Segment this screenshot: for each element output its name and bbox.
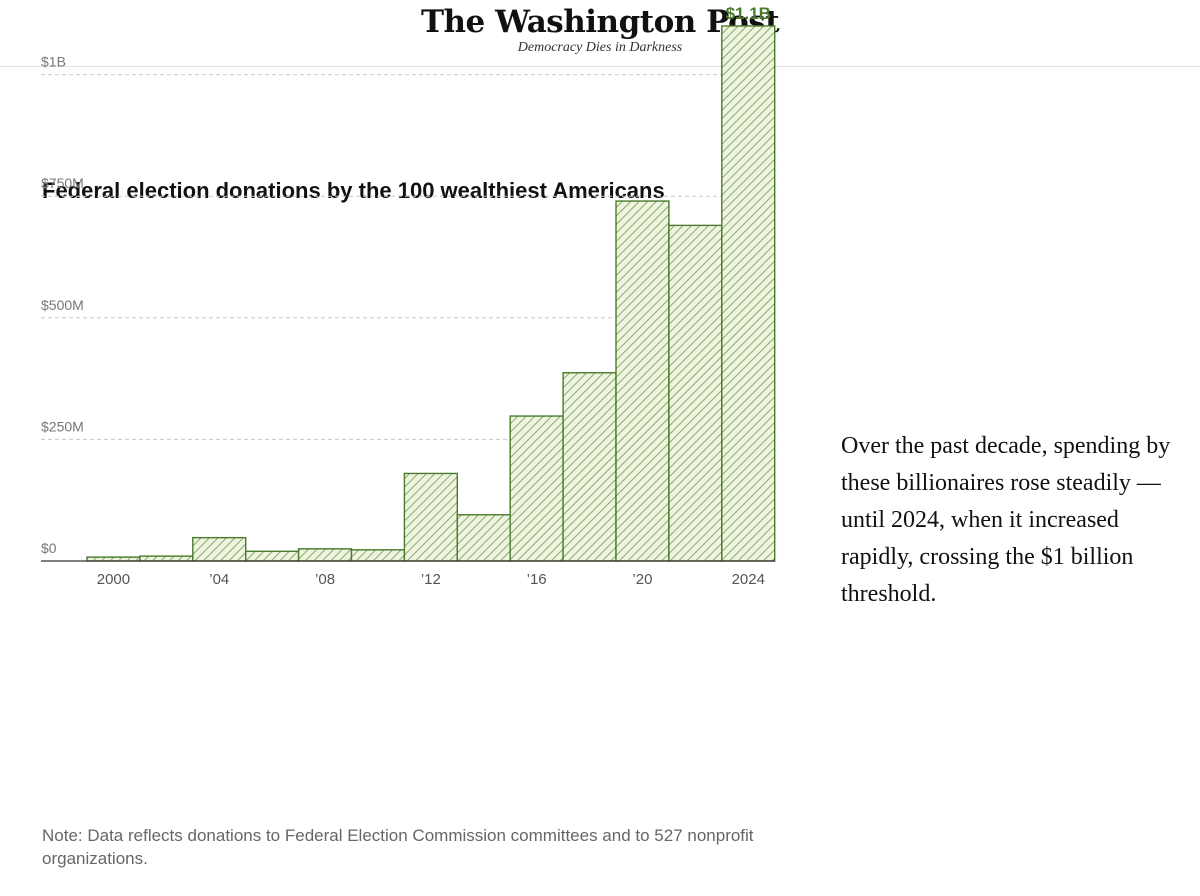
- bar: [456, 514, 511, 562]
- x-tick-label: 2000: [97, 571, 130, 588]
- x-tick-label: ’20: [632, 571, 652, 588]
- x-tick-label: 2024: [732, 571, 765, 588]
- bar: [721, 25, 776, 562]
- masthead: The Washington Post Democracy Dies in Da…: [0, 0, 1200, 67]
- x-tick-label: ’04: [209, 571, 229, 588]
- y-tick-label: $750M: [41, 175, 84, 191]
- chart-annotation: Over the past decade, spending by these …: [841, 433, 1171, 607]
- y-tick-label: $500M: [41, 297, 84, 313]
- bar-value-label: $1.1B: [726, 4, 771, 23]
- bar: [509, 415, 564, 562]
- y-tick-label: $250M: [41, 418, 84, 434]
- y-tick-label: $1B: [41, 54, 66, 70]
- chart-note: Note: Data reflects donations to Federal…: [42, 826, 754, 868]
- bar: [350, 549, 406, 562]
- bar: [139, 555, 194, 562]
- bar: [403, 472, 458, 562]
- bar: [244, 550, 300, 562]
- bar: [562, 372, 617, 562]
- bar: [615, 200, 670, 562]
- x-tick-label: ’16: [527, 571, 547, 588]
- masthead-tagline: Democracy Dies in Darkness: [517, 40, 683, 55]
- washington-post-logo[interactable]: The Washington Post: [420, 4, 780, 40]
- bar: [192, 536, 247, 562]
- x-tick-label: ’08: [315, 571, 335, 588]
- bar: [668, 224, 723, 562]
- bar: [297, 548, 353, 562]
- x-tick-label: ’12: [421, 571, 441, 588]
- y-tick-label: $0: [41, 540, 57, 556]
- bar-chart: $0 $250M $500M $750M $1B 2000 ’04 ’08 ’12 ’16 ’20…: [41, 4, 776, 588]
- chart-title: Federal election donations by the 100 we…: [42, 178, 665, 203]
